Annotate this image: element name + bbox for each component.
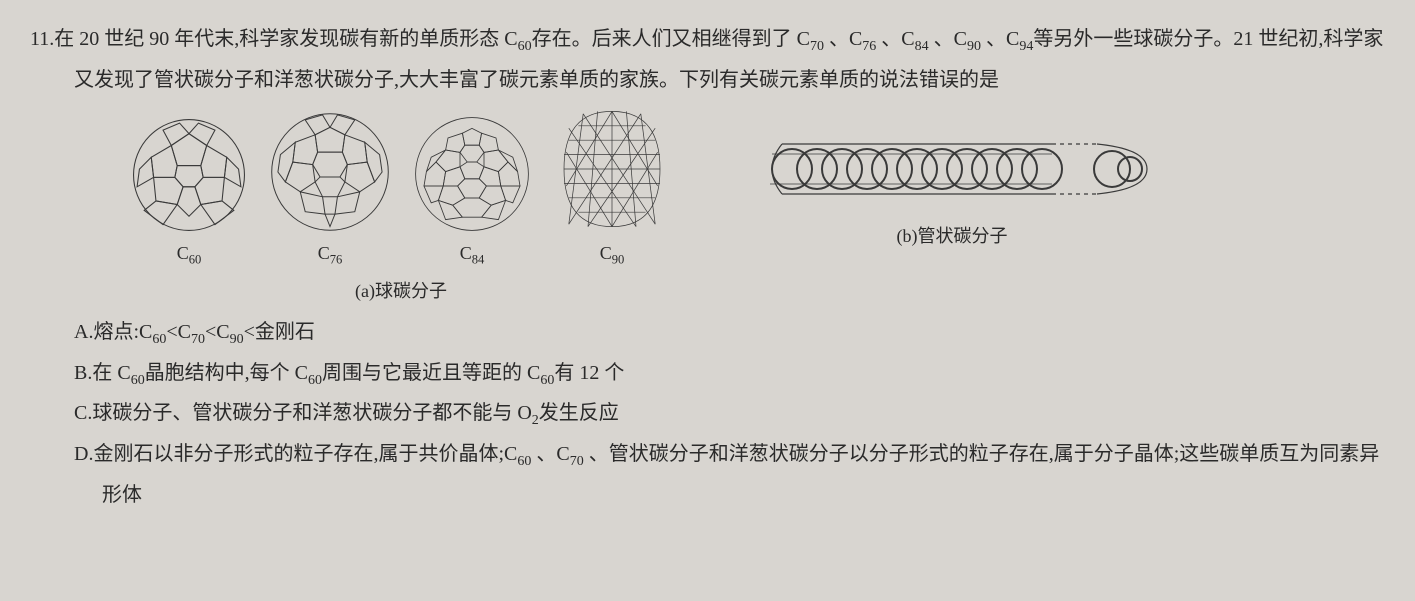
nanotube-icon bbox=[752, 134, 1152, 204]
figure-c84: C84 bbox=[412, 114, 532, 273]
stem-text: 、C bbox=[876, 28, 914, 50]
option-label: A. bbox=[74, 321, 93, 343]
figure-label: C90 bbox=[552, 236, 672, 273]
c76-sphere-icon bbox=[268, 110, 392, 234]
stem-text: 、C bbox=[981, 28, 1019, 50]
figure-row-a: C60 bbox=[130, 104, 672, 273]
option-label: D. bbox=[74, 443, 93, 465]
question-block: 11.在 20 世纪 90 年代末,科学家发现碳有新的单质形态 C60存在。后来… bbox=[30, 20, 1385, 514]
stem-text: 、C bbox=[824, 28, 862, 50]
figure-c76: C76 bbox=[268, 110, 392, 273]
stem-sub: 60 bbox=[518, 39, 532, 54]
stem-sub: 94 bbox=[1019, 39, 1033, 54]
option-a: A.熔点:C60<C70<C90<金刚石 bbox=[74, 313, 1385, 354]
option-text: <金刚石 bbox=[244, 321, 315, 343]
option-text: 周围与它最近且等距的 C bbox=[322, 362, 540, 384]
options-block: A.熔点:C60<C70<C90<金刚石 B.在 C60晶胞结构中,每个 C60… bbox=[30, 313, 1385, 513]
figure-group-a: C60 bbox=[130, 104, 672, 309]
option-b: B.在 C60晶胞结构中,每个 C60周围与它最近且等距的 C60有 12 个 bbox=[74, 354, 1385, 395]
option-sub: 60 bbox=[308, 373, 322, 388]
stem-sub: 90 bbox=[967, 39, 981, 54]
stem-sub: 84 bbox=[915, 39, 929, 54]
figure-caption-b: (b)管状碳分子 bbox=[752, 219, 1152, 253]
c84-sphere-icon bbox=[412, 114, 532, 234]
option-text: 晶胞结构中,每个 C bbox=[145, 362, 308, 384]
figure-label: C60 bbox=[130, 236, 248, 273]
option-sub: 2 bbox=[532, 413, 539, 428]
option-sub: 60 bbox=[152, 332, 166, 347]
option-text: 熔点:C bbox=[93, 321, 152, 343]
option-sub: 60 bbox=[517, 454, 531, 469]
option-sub: 70 bbox=[191, 332, 205, 347]
figures-row: C60 bbox=[30, 104, 1385, 309]
option-text: <C bbox=[205, 321, 230, 343]
option-text: 有 12 个 bbox=[554, 362, 624, 384]
c90-sphere-icon bbox=[552, 104, 672, 234]
figure-caption-a: (a)球碳分子 bbox=[130, 274, 672, 308]
option-sub: 70 bbox=[570, 454, 584, 469]
option-sub: 60 bbox=[131, 373, 145, 388]
stem-sub: 70 bbox=[810, 39, 824, 54]
option-d: D.金刚石以非分子形式的粒子存在,属于共价晶体;C60 、C70 、管状碳分子和… bbox=[74, 435, 1385, 514]
option-text: 球碳分子、管状碳分子和洋葱状碳分子都不能与 O bbox=[92, 402, 531, 424]
figure-c90: C90 bbox=[552, 104, 672, 273]
option-sub: 90 bbox=[230, 332, 244, 347]
figure-label: C84 bbox=[412, 236, 532, 273]
figure-group-b: (b)管状碳分子 bbox=[752, 104, 1152, 253]
option-text: 发生反应 bbox=[539, 402, 619, 424]
option-c: C.球碳分子、管状碳分子和洋葱状碳分子都不能与 O2发生反应 bbox=[74, 394, 1385, 435]
option-sub: 60 bbox=[540, 373, 554, 388]
option-text: 在 C bbox=[92, 362, 130, 384]
c60-sphere-icon bbox=[130, 116, 248, 234]
stem-sub: 76 bbox=[862, 39, 876, 54]
stem-text: 、C bbox=[929, 28, 967, 50]
question-stem: 11.在 20 世纪 90 年代末,科学家发现碳有新的单质形态 C60存在。后来… bbox=[30, 20, 1385, 99]
option-text: 、C bbox=[531, 443, 569, 465]
option-label: C. bbox=[74, 402, 92, 424]
question-number: 11. bbox=[30, 28, 54, 50]
figure-label: C76 bbox=[268, 236, 392, 273]
option-label: B. bbox=[74, 362, 92, 384]
stem-text: 在 20 世纪 90 年代末,科学家发现碳有新的单质形态 C bbox=[54, 28, 517, 50]
stem-text: 存在。后来人们又相继得到了 C bbox=[532, 28, 810, 50]
figure-c60: C60 bbox=[130, 116, 248, 273]
option-text: 金刚石以非分子形式的粒子存在,属于共价晶体;C bbox=[93, 443, 517, 465]
option-text: <C bbox=[166, 321, 191, 343]
